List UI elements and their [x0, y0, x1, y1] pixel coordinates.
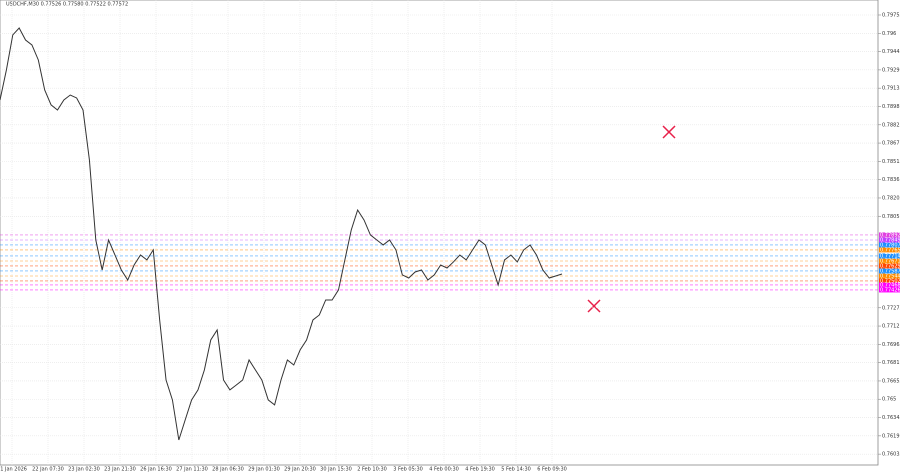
y-tick-label: 0.7712 [882, 324, 900, 330]
level-label: 0.77892 [880, 232, 900, 238]
level-tag [879, 273, 900, 279]
level-label: 0.77714 [880, 253, 900, 259]
y-tick-label: 0.7867 [882, 141, 900, 147]
level-label: 0.77587 [880, 268, 900, 274]
y-tick-label: 0.7681 [882, 360, 900, 366]
level-tag [879, 242, 900, 248]
level-label: 0.77849 [880, 237, 900, 243]
x-tick-label: 3 Feb 05:30 [393, 467, 423, 473]
plot-area [0, 0, 879, 466]
level-tag [879, 278, 900, 284]
level-tag [879, 237, 900, 243]
y-tick-label: 0.76035 [882, 452, 900, 458]
x-tick-label: 26 Jan 16:30 [140, 467, 172, 473]
x-tick-label: 29 Jan 20:30 [284, 467, 316, 473]
y-tick-label: 0.7836 [882, 177, 900, 183]
level-tag [879, 258, 900, 264]
x-tick-label: 28 Jan 06:30 [212, 467, 244, 473]
level-tag [879, 263, 900, 269]
level-label: 0.77426 [880, 287, 900, 293]
x-tick-label: 5 Feb 14:30 [501, 467, 531, 473]
x-tick-label: 30 Jan 15:30 [320, 467, 352, 473]
y-tick-label: 0.78825 [882, 122, 900, 128]
x-tick-label: 22 Jan 07:30 [32, 467, 64, 473]
y-tick-label: 0.7805 [882, 214, 900, 220]
level-label: 0.77468 [880, 282, 900, 288]
y-tick-label: 0.78515 [882, 159, 900, 165]
x-tick-label: 6 Feb 09:30 [537, 467, 567, 473]
y-tick-label: 0.79755 [882, 12, 900, 18]
cross-mark [587, 125, 676, 313]
x-tick-label: 21 Jan 2026 [0, 467, 27, 473]
y-tick-label: 0.7929 [882, 67, 900, 73]
y-tick-label: 0.76345 [882, 415, 900, 421]
y-tick-label: 0.78205 [882, 195, 900, 201]
y-tick-label: 0.76965 [882, 342, 900, 348]
y-tick-label: 0.76655 [882, 378, 900, 384]
level-label: 0.77544 [880, 274, 900, 280]
level-tag [879, 268, 900, 274]
x-tick-label: 23 Jan 02:30 [68, 467, 100, 473]
y-tick-label: 0.7898 [882, 104, 900, 110]
level-label: 0.77765 [880, 247, 900, 253]
y-tick-label: 0.79445 [882, 49, 900, 55]
y-tick-label: 0.79135 [882, 86, 900, 92]
level-label: 0.77502 [880, 278, 900, 284]
x-tick-label: 4 Feb 19:30 [465, 467, 495, 473]
level-tag [879, 247, 900, 253]
level-tag [879, 232, 900, 238]
chart-title: USDCHF,M30 0.77526 0.77580 0.77522 0.775… [6, 2, 128, 8]
level-label: 0.77629 [880, 263, 900, 269]
x-tick-label: 4 Feb 00:30 [429, 467, 459, 473]
level-tag [879, 287, 900, 293]
y-tick-label: 0.77275 [882, 305, 900, 311]
level-tag [879, 253, 900, 259]
y-tick-label: 0.796 [882, 31, 896, 37]
level-label: 0.77671 [880, 259, 900, 265]
x-tick-label: 23 Jan 21:30 [104, 467, 136, 473]
x-tick-label: 27 Jan 11:30 [176, 467, 208, 473]
x-tick-label: 2 Feb 10:30 [357, 467, 387, 473]
price-line [0, 27, 563, 441]
level-tag [879, 282, 900, 288]
level-label: 0.77807 [880, 242, 900, 248]
x-tick-label: 29 Jan 01:30 [248, 467, 280, 473]
y-tick-label: 0.7619 [882, 433, 900, 439]
y-tick-label: 0.765 [882, 397, 896, 403]
